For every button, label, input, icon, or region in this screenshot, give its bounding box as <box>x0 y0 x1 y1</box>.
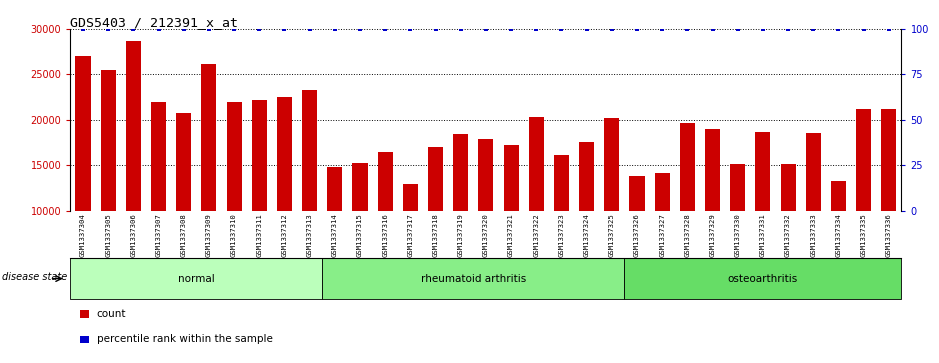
Bar <box>352 163 367 301</box>
Bar <box>302 90 317 301</box>
Point <box>806 26 821 32</box>
Bar <box>705 129 720 301</box>
Bar <box>226 102 241 301</box>
Point <box>529 26 544 32</box>
Point <box>100 26 115 32</box>
Bar <box>856 109 871 301</box>
Bar <box>277 97 292 301</box>
Point <box>252 26 267 32</box>
Bar <box>755 132 771 301</box>
Bar <box>478 139 494 301</box>
Bar <box>100 70 115 301</box>
Point <box>202 26 217 32</box>
Point <box>151 26 166 32</box>
Point <box>705 26 720 32</box>
Point <box>177 26 192 32</box>
Bar <box>780 164 795 301</box>
Text: rheumatoid arthritis: rheumatoid arthritis <box>421 274 526 284</box>
Bar <box>428 147 443 301</box>
Bar <box>126 41 141 301</box>
Point <box>680 26 695 32</box>
Point <box>454 26 469 32</box>
Point <box>554 26 569 32</box>
Bar <box>882 109 897 301</box>
Bar <box>529 117 544 301</box>
Point <box>629 26 644 32</box>
Point <box>831 26 846 32</box>
Point <box>403 26 418 32</box>
Bar <box>377 152 393 301</box>
Point <box>328 26 343 32</box>
Bar <box>554 155 569 301</box>
Point <box>605 26 620 32</box>
Bar <box>252 100 267 301</box>
Point <box>226 26 241 32</box>
Bar <box>454 134 469 301</box>
Bar <box>680 122 695 301</box>
Point <box>352 26 367 32</box>
Bar <box>177 113 192 301</box>
Point <box>731 26 746 32</box>
Bar <box>70 29 901 211</box>
Bar <box>75 56 90 301</box>
Bar <box>151 102 166 301</box>
Text: percentile rank within the sample: percentile rank within the sample <box>97 334 272 344</box>
Bar <box>403 184 418 301</box>
Point <box>302 26 317 32</box>
Bar <box>201 65 217 301</box>
Point <box>654 26 670 32</box>
Point <box>856 26 871 32</box>
Text: disease state: disease state <box>2 272 67 282</box>
Text: normal: normal <box>178 274 215 284</box>
Bar <box>503 145 518 301</box>
Point <box>579 26 594 32</box>
Bar <box>654 173 670 301</box>
Bar <box>579 142 594 301</box>
Bar <box>831 180 846 301</box>
Bar <box>731 164 746 301</box>
Point <box>277 26 292 32</box>
Bar <box>806 133 821 301</box>
Bar <box>328 167 343 301</box>
Bar <box>605 118 620 301</box>
Point <box>126 26 141 32</box>
Point <box>780 26 795 32</box>
Bar <box>629 176 644 301</box>
Text: GDS5403 / 212391_x_at: GDS5403 / 212391_x_at <box>70 16 239 29</box>
Point <box>756 26 771 32</box>
Point <box>882 26 897 32</box>
Point <box>479 26 494 32</box>
Point <box>75 26 90 32</box>
Text: count: count <box>97 309 126 319</box>
Point <box>377 26 393 32</box>
Text: osteoarthritis: osteoarthritis <box>728 274 798 284</box>
Point <box>503 26 518 32</box>
Point <box>428 26 443 32</box>
